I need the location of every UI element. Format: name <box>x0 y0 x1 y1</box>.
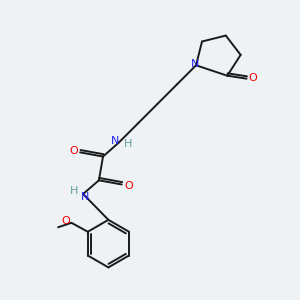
Text: O: O <box>69 146 78 156</box>
Text: H: H <box>124 139 132 149</box>
Text: O: O <box>62 216 70 226</box>
Text: N: N <box>80 192 89 202</box>
Text: N: N <box>111 136 119 146</box>
Text: H: H <box>70 186 78 196</box>
Text: O: O <box>124 181 133 191</box>
Text: O: O <box>249 73 257 83</box>
Text: N: N <box>190 59 199 69</box>
